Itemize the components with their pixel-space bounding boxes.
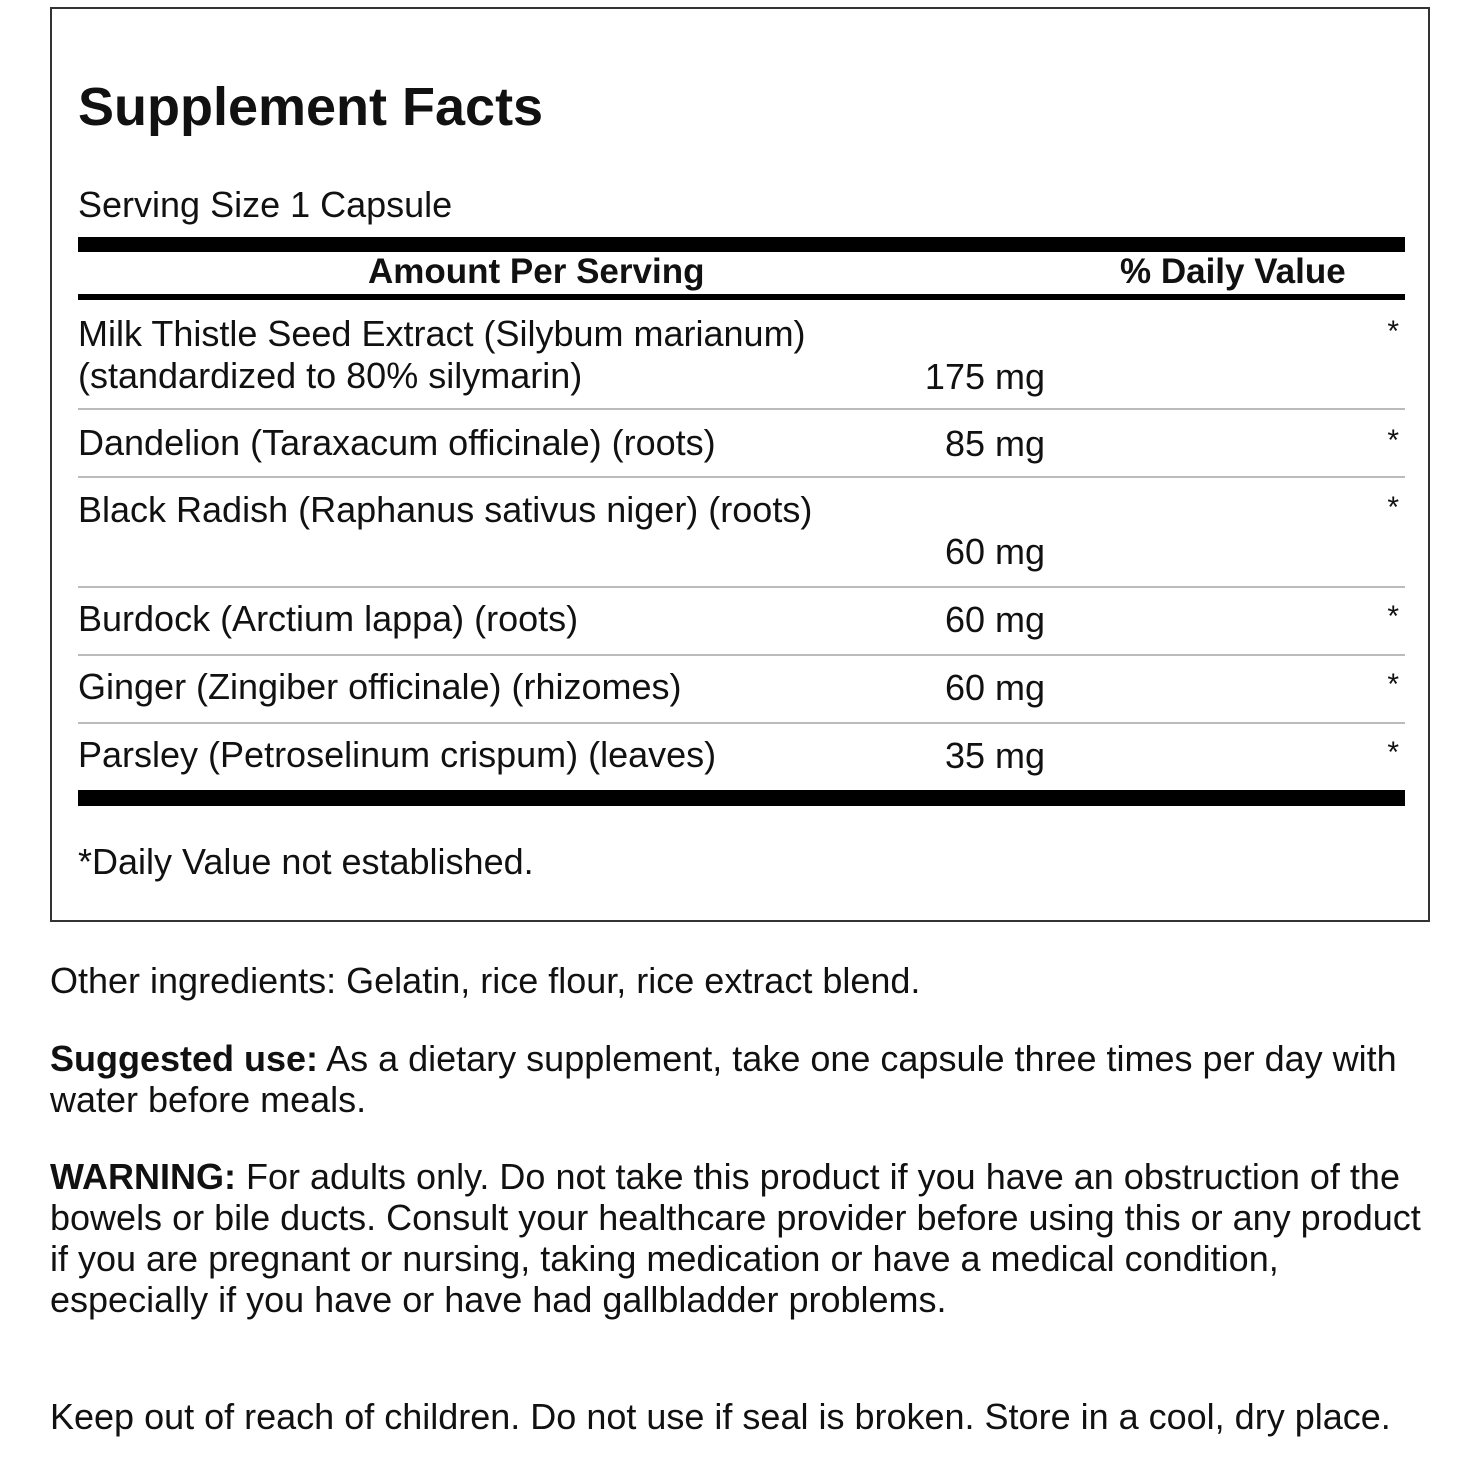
ingredient-name: Milk Thistle Seed Extract (Silybum maria… (78, 313, 806, 354)
ingredient-name: Ginger (Zingiber officinale) (rhizomes) (78, 666, 682, 707)
suggested-use: Suggested use: As a dietary supplement, … (50, 1038, 1400, 1120)
row-divider (78, 408, 1405, 410)
ingredient-dv: * (1387, 736, 1399, 769)
ingredient-name: Dandelion (Taraxacum officinale) (roots) (78, 422, 716, 463)
ingredient-amount: 35 mg (944, 735, 1045, 776)
ingredient-name: Black Radish (Raphanus sativus niger) (r… (78, 489, 813, 530)
thick-divider (78, 237, 1405, 252)
ingredient-dv: * (1387, 424, 1399, 457)
storage-instructions: Keep out of reach of children. Do not us… (50, 1396, 1391, 1437)
ingredient-amount: 60 mg (944, 667, 1045, 708)
ingredient-amount: 60 mg (944, 531, 1045, 572)
other-ingredients: Other ingredients: Gelatin, rice flour, … (50, 960, 921, 1001)
ingredient-name: Burdock (Arctium lappa) (roots) (78, 598, 579, 639)
supplement-facts-panel (50, 7, 1430, 922)
header-divider (78, 294, 1405, 300)
panel-title: Supplement Facts (78, 77, 544, 137)
warning-label: WARNING: (50, 1156, 236, 1197)
ingredient-dv: * (1387, 600, 1399, 633)
ingredient-dv: * (1387, 668, 1399, 701)
footnote: *Daily Value not established. (78, 841, 534, 882)
warning: WARNING: For adults only. Do not take th… (50, 1156, 1445, 1320)
suggested-use-label: Suggested use: (50, 1038, 319, 1079)
row-divider (78, 586, 1405, 588)
row-divider (78, 654, 1405, 656)
serving-size: Serving Size 1 Capsule (78, 184, 453, 225)
thick-divider-bottom (78, 790, 1405, 806)
row-divider (78, 722, 1405, 724)
ingredient-amount: 85 mg (944, 423, 1045, 464)
ingredient-dv: * (1387, 491, 1399, 524)
warning-text: For adults only. Do not take this produc… (50, 1156, 1421, 1320)
ingredient-name-detail: (standardized to 80% silymarin) (78, 355, 583, 396)
ingredient-dv: * (1387, 315, 1399, 348)
dv-header: % Daily Value (1120, 252, 1346, 291)
ingredient-name: Parsley (Petroselinum crispum) (leaves) (78, 734, 717, 775)
ingredient-amount: 175 mg (924, 356, 1045, 397)
ingredient-amount: 60 mg (944, 599, 1045, 640)
amount-header: Amount Per Serving (368, 252, 705, 291)
suggested-use-text: As a dietary supplement, take one capsul… (50, 1038, 1397, 1120)
row-divider (78, 476, 1405, 478)
